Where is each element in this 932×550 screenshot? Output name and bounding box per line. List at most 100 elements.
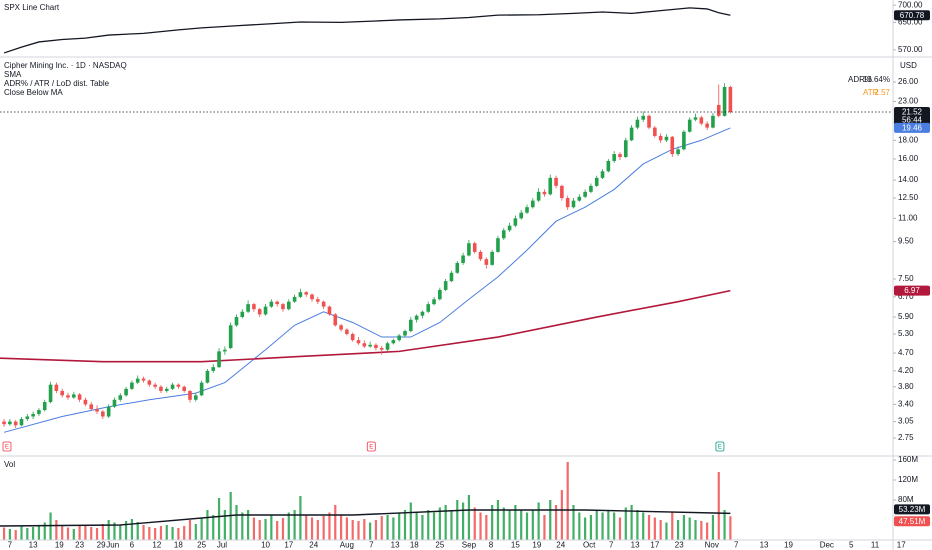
volume-bar — [148, 527, 151, 540]
volume-bar — [322, 516, 325, 540]
volume-ma — [0, 509, 731, 527]
earnings-marker — [366, 441, 376, 452]
legend-entry: ADR% / ATR / LoD dist. Table — [4, 79, 110, 88]
x-tick-label: 25 — [435, 541, 444, 550]
volume-last-label-box — [894, 516, 930, 527]
volume-bar — [270, 515, 273, 540]
candle-body — [170, 384, 175, 389]
candle-body — [31, 413, 35, 417]
candle-body — [130, 382, 134, 389]
candle-body — [542, 191, 547, 195]
candle-body — [565, 198, 570, 208]
candle-body — [223, 349, 227, 352]
volume-bar — [688, 517, 691, 540]
volume-bar — [310, 517, 314, 540]
volume-bar — [491, 505, 494, 540]
earnings-label: E — [5, 445, 9, 451]
y-tick-label: 4.20 — [898, 366, 914, 375]
volume-bar — [630, 505, 633, 540]
x-tick-label: 24 — [556, 541, 565, 550]
volume-bar — [258, 520, 261, 540]
pane-title: SPX Line Chart — [4, 3, 60, 12]
volume-bar — [578, 512, 581, 540]
table-cell: ADR% — [848, 75, 872, 84]
candle-body — [374, 344, 378, 349]
candle-body — [490, 251, 494, 265]
candle-body — [600, 171, 605, 178]
earnings-label: E — [718, 445, 722, 451]
volume-bar — [14, 530, 17, 540]
y-tick-label: 26.00 — [898, 77, 919, 86]
y-tick-label: 14.00 — [898, 175, 919, 184]
countdown: 56:44 — [902, 116, 923, 125]
candle-body — [356, 340, 361, 344]
volume-bar — [473, 507, 476, 540]
candle-body — [711, 115, 715, 128]
candle-body — [699, 117, 704, 124]
y-tick-label: 12.50 — [898, 193, 919, 202]
volume-bar — [206, 510, 209, 540]
candle-body — [519, 212, 523, 219]
volume-bar — [55, 520, 58, 540]
candle-body — [548, 177, 553, 195]
candle-body — [496, 238, 500, 252]
y-tick-label: 2.75 — [898, 433, 914, 442]
candle-body — [316, 299, 320, 302]
candle-body — [263, 306, 268, 315]
volume-bar — [584, 517, 587, 540]
volume-bar — [188, 520, 192, 540]
y-tick-label: 160M — [898, 455, 918, 464]
candle-body — [327, 306, 332, 315]
volume-bar — [502, 507, 505, 540]
candle-body — [60, 390, 64, 396]
volume-bar — [287, 512, 290, 540]
x-tick-label: 8 — [489, 541, 494, 550]
moving-average — [0, 289, 731, 363]
chart-title: Cipher Mining Inc. · 1D · NASDAQ — [4, 61, 127, 70]
candle-body — [71, 394, 76, 398]
x-tick-label: 10 — [261, 541, 270, 550]
last-value-label-box — [894, 10, 930, 21]
volume-bar — [676, 520, 680, 540]
volume-bar — [444, 505, 447, 540]
y-tick-label: 120M — [898, 475, 918, 484]
candle-body — [286, 301, 291, 310]
volume-bar — [380, 516, 383, 540]
volume-bar — [398, 512, 401, 540]
candle-body — [350, 334, 355, 341]
volume-bar — [554, 505, 558, 540]
table-cell: 13.64% — [863, 75, 890, 84]
candle-body — [281, 304, 285, 310]
volume-bar — [2, 527, 6, 540]
candle-body — [438, 289, 442, 300]
x-tick-label: 25 — [197, 541, 206, 550]
volume-bar — [369, 522, 372, 540]
candle-body — [147, 380, 152, 385]
volume-bar — [357, 521, 360, 540]
x-tick-label: 13 — [29, 541, 38, 550]
volume-bar — [66, 527, 70, 540]
volume-bar — [37, 525, 41, 540]
candle-body — [135, 378, 140, 383]
volume-bar — [299, 496, 302, 540]
candle-body — [205, 370, 210, 383]
volume-bar — [78, 526, 81, 540]
volume-bar — [560, 490, 563, 540]
candle-body — [234, 317, 239, 326]
y-tick-label: 4.70 — [898, 348, 914, 357]
volume-bar — [212, 515, 215, 540]
volume-bar — [647, 515, 651, 540]
volume-bar — [32, 527, 35, 540]
y-tick-label: 5.30 — [898, 329, 914, 338]
candle-body — [653, 127, 657, 136]
legend-entry: Close Below MA — [4, 88, 63, 97]
candle-body — [42, 402, 47, 411]
volume-bar — [566, 462, 569, 540]
candle-body — [37, 410, 41, 414]
candle-body — [95, 409, 99, 412]
volume-bar — [729, 516, 732, 540]
candle-body — [379, 348, 384, 350]
volume-bar — [374, 520, 378, 540]
x-tick-label: Aug — [340, 541, 354, 550]
candle-body — [554, 177, 558, 186]
